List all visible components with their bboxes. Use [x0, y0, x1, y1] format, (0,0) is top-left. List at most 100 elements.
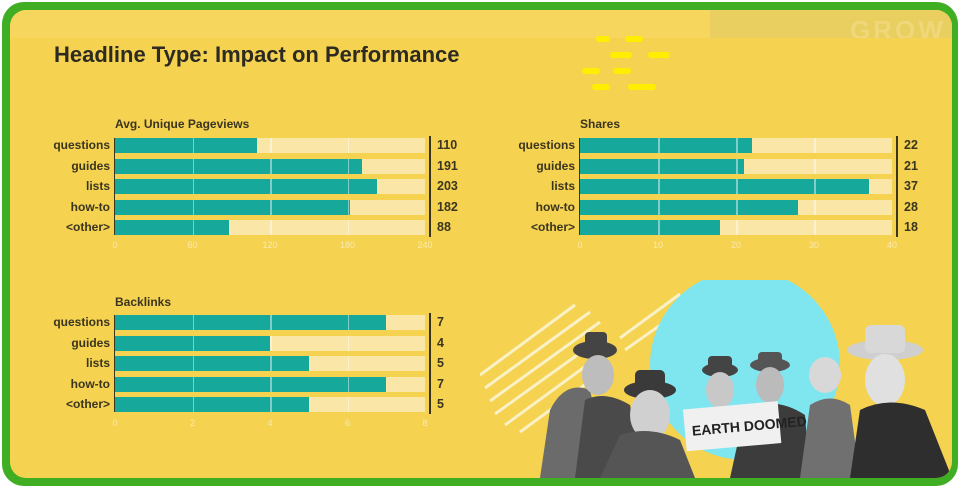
gridline: [270, 158, 272, 174]
gridline: [347, 356, 349, 371]
gridline: [658, 199, 660, 215]
bar: [115, 356, 309, 371]
bar-track: [115, 220, 425, 235]
infographic-panel: GROW Headline Type: Impact on Performanc…: [10, 10, 952, 478]
bar-track: [580, 179, 892, 194]
gridline: [270, 179, 272, 194]
gridline: [736, 220, 738, 235]
gridline: [658, 138, 660, 153]
value-label: 22: [904, 138, 918, 152]
bar: [115, 315, 387, 330]
gridline: [814, 199, 816, 215]
gridline: [192, 179, 194, 194]
bar: [115, 179, 378, 194]
tick-label: 0: [112, 240, 118, 250]
bar-track: [115, 199, 425, 215]
page-title: Headline Type: Impact on Performance: [54, 42, 460, 67]
gridline: [270, 397, 272, 412]
gridline: [270, 356, 272, 371]
bar: [580, 138, 752, 153]
bar: [580, 179, 869, 194]
value-label: 7: [437, 315, 444, 329]
bar-track: [115, 158, 425, 174]
value-label: 88: [437, 220, 451, 234]
bar-track: [115, 315, 425, 330]
bar-track: [115, 376, 425, 392]
gridline: [347, 376, 349, 392]
bar: [115, 335, 270, 351]
category-label: questions: [518, 138, 575, 152]
category-label: how-to: [535, 199, 575, 214]
bar: [115, 199, 351, 215]
bar-track: [115, 356, 425, 371]
chart-title: Avg. Unique Pageviews: [115, 117, 250, 131]
category-label: <other>: [530, 220, 575, 234]
axis-line: [429, 136, 431, 237]
category-label: <other>: [65, 220, 110, 234]
axis-line: [896, 136, 898, 237]
tick-label: 20: [730, 240, 742, 250]
tick-label: 30: [808, 240, 820, 250]
gridline: [347, 397, 349, 412]
bar-track: [115, 397, 425, 412]
gridline: [814, 138, 816, 153]
gridline: [736, 199, 738, 215]
gridline: [192, 356, 194, 371]
value-label: 7: [437, 376, 444, 391]
gridline: [736, 179, 738, 194]
value-label: 191: [437, 158, 458, 173]
gridline: [192, 158, 194, 174]
gridline: [347, 315, 349, 330]
gridline: [347, 138, 349, 153]
watermark: GROW: [710, 10, 952, 38]
gridline: [347, 199, 349, 215]
value-label: 21: [904, 158, 918, 173]
gridline: [192, 138, 194, 153]
category-label: <other>: [65, 397, 110, 411]
bar-track: [580, 158, 892, 174]
category-label: questions: [53, 315, 110, 329]
value-label: 5: [437, 397, 444, 411]
gridline: [658, 158, 660, 174]
bar-track: [580, 199, 892, 215]
axis-line-left: [579, 138, 580, 235]
gridline: [270, 199, 272, 215]
gridline: [270, 335, 272, 351]
gridline: [192, 376, 194, 392]
gridline: [814, 220, 816, 235]
tick-label: 6: [344, 418, 351, 428]
newspaper-crowd-photo: EARTH DOOMED: [480, 280, 952, 478]
gridline: [347, 335, 349, 351]
axis-line-left: [114, 138, 115, 235]
gridline: [192, 397, 194, 412]
tick-label: 40: [886, 240, 898, 250]
bar: [580, 199, 799, 215]
tick-label: 0: [577, 240, 583, 250]
category-label: lists: [550, 179, 575, 193]
bar-track: [115, 179, 425, 194]
gridline: [270, 315, 272, 330]
bar-track: [115, 335, 425, 351]
tick-label: 60: [187, 240, 198, 250]
axis-line-left: [114, 315, 115, 412]
gridline: [736, 138, 738, 153]
category-label: guides: [71, 335, 110, 350]
tick-label: 10: [652, 240, 664, 250]
category-label: guides: [536, 158, 575, 173]
bar: [580, 220, 721, 235]
gridline: [192, 315, 194, 330]
chart-title: Shares: [580, 117, 621, 131]
value-label: 28: [904, 199, 918, 214]
category-label: lists: [85, 356, 110, 370]
gridline: [736, 158, 738, 174]
gridline: [347, 158, 349, 174]
category-label: lists: [85, 179, 110, 193]
category-label: how-to: [70, 199, 110, 214]
tick-label: 120: [262, 240, 278, 250]
value-label: 110: [437, 138, 458, 152]
gridline: [814, 158, 816, 174]
value-label: 5: [437, 356, 444, 370]
gridline: [347, 179, 349, 194]
gridline: [658, 179, 660, 194]
value-label: 203: [437, 179, 458, 193]
